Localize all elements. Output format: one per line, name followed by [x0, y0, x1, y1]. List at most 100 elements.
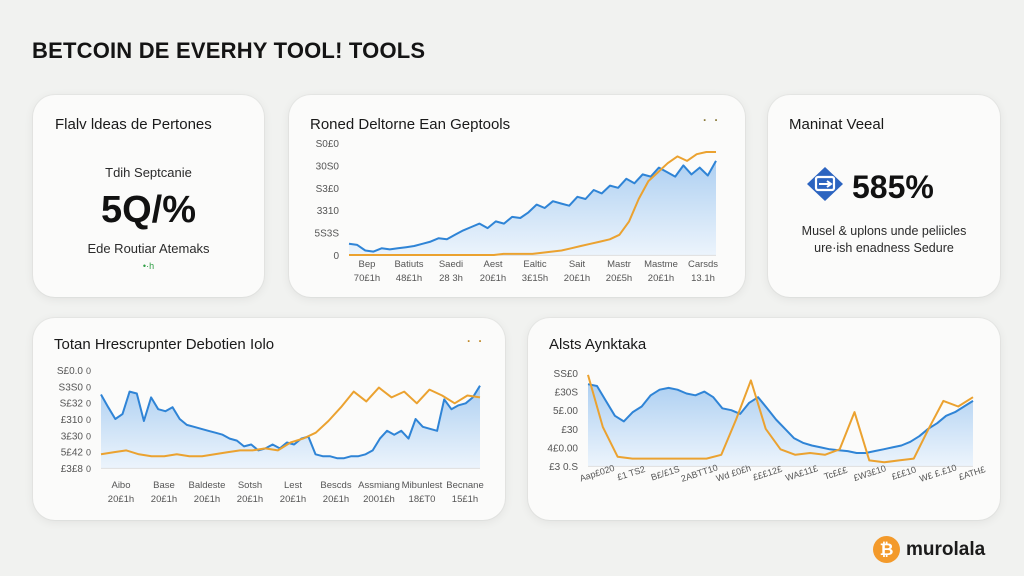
x-tick-label: Sotsh	[238, 480, 262, 491]
x-tick-sublabel: 70£1h	[354, 273, 380, 284]
x-tick-sublabel: 20£1h	[564, 273, 590, 284]
x-tick-label: B£/£1S	[650, 464, 681, 483]
x-tick-sublabel: 20£1h	[648, 273, 674, 284]
x-tick-label: Aibo	[111, 480, 130, 491]
y-tick-label: 5£42	[61, 448, 84, 459]
series-line-orange[interactable]	[100, 386, 481, 458]
x-tick-label: Becnane	[446, 480, 484, 491]
x-tick-sublabel: 20£1h	[237, 494, 263, 505]
y-tick-label: SS£0	[554, 369, 579, 380]
stat-description: Musel & uplons unde peliicles ure·ish en…	[768, 223, 1000, 257]
x-tick-label: Saedi	[439, 259, 463, 270]
x-tick-label: Base	[153, 480, 175, 491]
y-tick-label-secondary: 0	[86, 382, 91, 392]
x-tick-sublabel: 20£1h	[323, 494, 349, 505]
card-title: Flalv ldeas de Pertones	[55, 116, 212, 133]
y-tick-label: 3310	[317, 206, 340, 217]
y-tick-label-secondary: 0	[86, 366, 91, 376]
stat-value: 585%	[852, 169, 934, 205]
x-tick-label: Lest	[284, 480, 302, 491]
x-tick-label: Bescds	[320, 480, 351, 491]
y-tick-label: S3S0	[59, 382, 84, 393]
x-tick-sublabel: 20£1h	[194, 494, 220, 505]
series-line-blue[interactable]	[348, 160, 717, 253]
x-tick-label: Sait	[569, 259, 586, 270]
y-tick-label-secondary: 0	[86, 399, 91, 409]
x-tick-label: £1 TS2	[616, 464, 647, 482]
x-tick-label: Mibunlest	[402, 480, 443, 491]
chart-card-totan[interactable]: Totan Hrescrupnter Debotien Iolo · · S£0…	[33, 318, 505, 520]
exchange-badge-icon	[807, 167, 843, 201]
y-tick-label-secondary: 0	[86, 464, 91, 474]
x-tick-label: Baldeste	[189, 480, 226, 491]
y-tick-label: 5S3S	[315, 229, 340, 240]
x-tick-sublabel: 20£1h	[151, 494, 177, 505]
y-tick-label-secondary: 0	[86, 431, 91, 441]
x-tick-label: Batiuts	[394, 259, 423, 270]
y-tick-label: £3£8	[61, 464, 84, 475]
area-chart: S0£0 30S0 S3£0 3310 5S3S 0 Bep 70£1h Batiuts 48£1…	[315, 139, 719, 284]
x-tick-label: £ATH£	[958, 464, 987, 482]
x-tick-label: £££12£	[752, 464, 784, 483]
y-tick-label: 30S0	[316, 161, 340, 172]
stat-card[interactable]: Maninat Veeal 585% Musel & uplons unde p…	[768, 95, 1000, 297]
chart-title: Totan Hrescrupnter Debotien Iolo	[54, 336, 275, 353]
x-tick-sublabel: 15£1h	[452, 494, 478, 505]
x-tick-label: Bep	[359, 259, 376, 270]
card-title: Maninat Veeal	[789, 116, 885, 133]
y-tick-label: 5£.00	[553, 406, 578, 417]
x-tick-sublabel: 20£1h	[108, 494, 134, 505]
series-area-fill	[101, 385, 480, 468]
kpi-subtitle: Tdih Septcanie	[105, 165, 192, 180]
x-tick-label: Assmiang	[358, 480, 400, 491]
stat-description-line: Musel & uplons unde peliicles	[801, 224, 967, 238]
y-tick-label: £30	[561, 425, 578, 436]
x-tick-label: £££10	[890, 465, 917, 482]
y-tick-label: S0£0	[316, 139, 340, 150]
y-tick-label: S£0.0	[57, 366, 84, 377]
x-tick-sublabel: 20£1h	[480, 273, 506, 284]
y-tick-label: £310	[61, 415, 84, 426]
stat-description-line: ure·ish enadness Sedure	[814, 241, 954, 255]
series-line-orange[interactable]	[587, 374, 974, 464]
x-tick-label: Aest	[483, 259, 502, 270]
x-tick-label: Tc£££	[823, 465, 849, 482]
y-tick-label-secondary: 0	[86, 415, 91, 425]
x-tick-sublabel: 13.1h	[691, 273, 715, 284]
card-menu-icon[interactable]: · ·	[703, 113, 721, 127]
chart-title: Alsts Aynktaka	[549, 336, 647, 353]
x-tick-sublabel: 20£5h	[606, 273, 632, 284]
kpi-footer: Ede Routiar Atemaks	[87, 241, 210, 256]
chart-card-alsts[interactable]: Alsts Aynktaka SS£0 £30S 5£.00 £30 4£0.00 £3 …	[528, 318, 1000, 520]
y-tick-label: 0	[333, 251, 339, 262]
kpi-trend-indicator: •·h	[142, 261, 155, 271]
y-tick-label: S£32	[60, 399, 84, 410]
x-tick-label: Mastr	[607, 259, 631, 270]
x-tick-sublabel: 20£1h	[280, 494, 306, 505]
x-tick-sublabel: 3£15h	[522, 273, 548, 284]
x-tick-label: Mastme	[644, 259, 678, 270]
kpi-value: 5Q/%	[100, 189, 197, 231]
series-line-blue[interactable]	[587, 383, 974, 454]
x-tick-sublabel: 18£T0	[409, 494, 436, 505]
brand-name: murolala	[906, 539, 986, 560]
y-tick-label: £3 0.S	[549, 462, 578, 473]
chart-card-roned[interactable]: Roned Deltorne Ean Geptools · · S0£0 30S0…	[289, 95, 745, 297]
page-title: BETCOIN DE EVERHY TOOL! TOOLS	[32, 38, 426, 63]
card-menu-icon[interactable]: · ·	[467, 334, 485, 348]
kpi-card[interactable]: Flalv ldeas de Pertones Tdih Septcanie 5…	[33, 95, 264, 297]
y-tick-label: 4£0.00	[547, 443, 578, 454]
x-tick-label: Ealtic	[523, 259, 546, 270]
y-tick-label-secondary: 0	[86, 448, 91, 458]
chart-title: Roned Deltorne Ean Geptools	[310, 116, 511, 133]
x-tick-sublabel: 48£1h	[396, 273, 422, 284]
y-tick-label: £30S	[555, 388, 579, 399]
y-tick-label: 3£30	[61, 431, 84, 442]
x-tick-sublabel: 28 3h	[439, 273, 463, 284]
series-area-fill	[349, 160, 716, 255]
bitcoin-icon: ₿	[873, 536, 900, 563]
series-line-orange[interactable]	[349, 151, 716, 256]
y-tick-label: S3£0	[316, 184, 340, 195]
